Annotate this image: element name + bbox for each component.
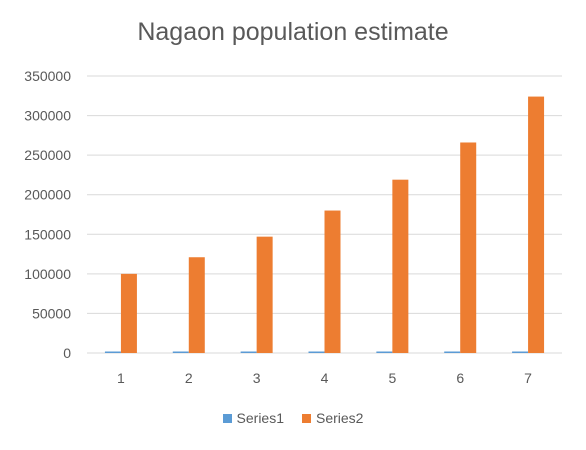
x-tick-label: 2 [185,370,193,386]
legend-label-series2: Series2 [316,410,364,426]
bar-series2-5 [392,179,409,353]
bar-series2-1 [120,273,137,353]
bar-series1-5 [376,351,393,353]
x-tick-label: 7 [524,370,532,386]
bar-series1-1 [104,351,121,353]
y-tick-label: 250000 [24,147,71,163]
bar-series1-3 [240,351,257,353]
y-tick-label: 350000 [24,68,71,84]
x-tick-label: 4 [321,370,329,386]
x-tick-label: 3 [253,370,261,386]
y-tick-label: 0 [63,345,71,361]
legend-swatch-series1 [222,413,232,423]
y-tick-label: 200000 [24,187,71,203]
legend-item-series1: Series1 [222,410,284,426]
legend-label-series1: Series1 [236,410,284,426]
y-tick-label: 50000 [32,305,71,321]
x-tick-labels: 1 2 3 4 5 6 7 [117,370,532,386]
bar-series2-7 [528,96,545,353]
y-tick-label: 150000 [24,226,71,242]
bar-series2-2 [188,257,205,353]
bar-series1-6 [444,351,461,353]
x-tick-label: 6 [456,370,464,386]
bar-series2-3 [256,236,273,353]
bar-series1-7 [512,351,529,353]
y-tick-label: 100000 [24,266,71,282]
bar-series1-4 [308,351,325,353]
chart-title: Nagaon population estimate [137,18,449,46]
y-tick-labels: 0 50000 100000 150000 200000 250000 300000 3500… [24,68,71,361]
x-tick-label: 1 [117,370,125,386]
bar-series1-2 [172,351,189,353]
x-tick-label: 5 [388,370,396,386]
legend: Series1 Series2 [0,410,586,426]
bar-series2-6 [460,142,477,353]
bars [104,96,545,353]
legend-swatch-series2 [302,413,311,423]
y-tick-label: 300000 [24,108,71,124]
bar-series2-4 [324,210,341,353]
legend-item-series2: Series2 [302,410,363,426]
